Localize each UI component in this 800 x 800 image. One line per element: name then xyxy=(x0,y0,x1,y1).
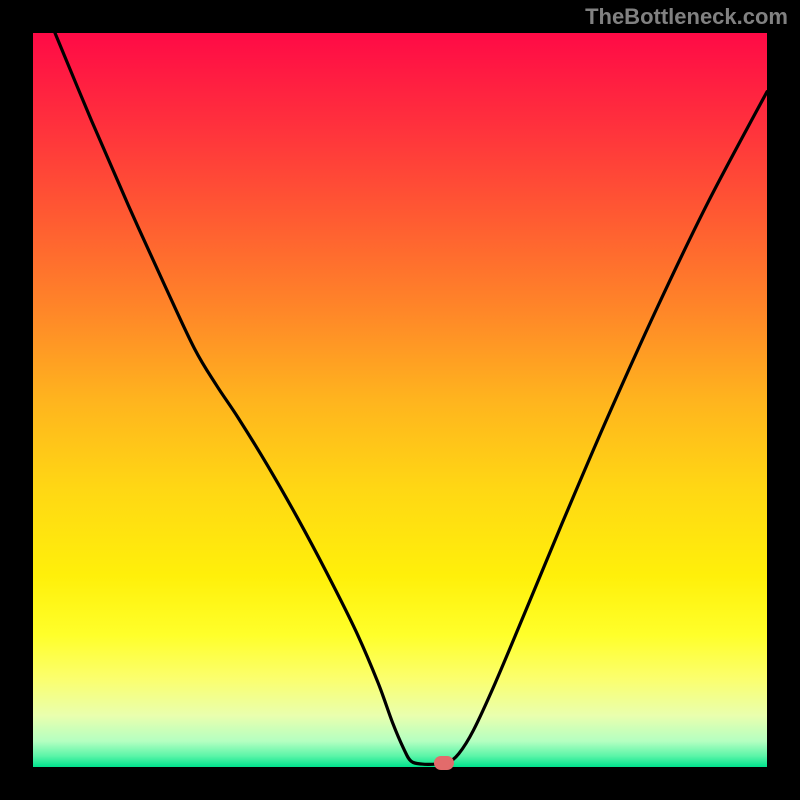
curve-path xyxy=(55,33,767,764)
plot-area xyxy=(33,33,767,767)
bottleneck-curve xyxy=(33,33,767,767)
attribution-text: TheBottleneck.com xyxy=(585,4,788,30)
optimum-marker xyxy=(434,756,454,770)
chart-canvas: TheBottleneck.com xyxy=(0,0,800,800)
